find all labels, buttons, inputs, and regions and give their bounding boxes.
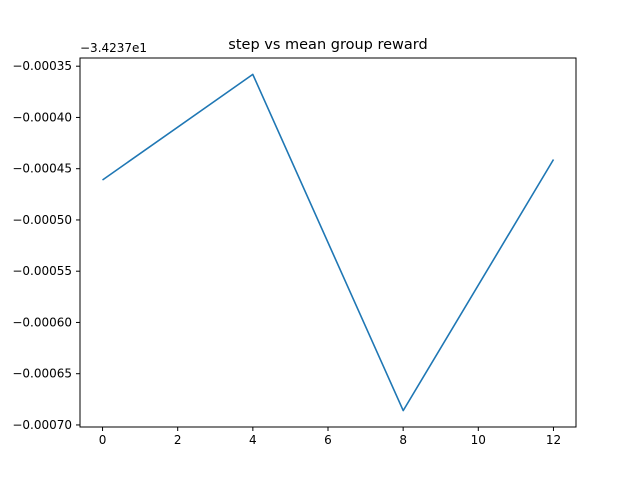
- x-tick-label: 8: [399, 433, 407, 447]
- y-axis-ticks: −0.00035 −0.00040 −0.00045 −0.00050 −0.00055…: [12, 59, 80, 432]
- y-tick-label: −0.00050: [12, 213, 72, 227]
- y-axis-offset-label: −3.4237e1: [80, 41, 147, 55]
- x-tick-label: 2: [174, 433, 182, 447]
- y-tick-label: −0.00065: [12, 367, 72, 381]
- x-tick-label: 12: [546, 433, 561, 447]
- x-tick-label: 4: [249, 433, 257, 447]
- x-tick-label: 0: [99, 433, 107, 447]
- x-axis-ticks: 0 2 4 6 8 10 12: [99, 427, 561, 447]
- series-line: [102, 73, 555, 412]
- y-tick-label: −0.00040: [12, 110, 72, 124]
- series-group: [102, 73, 555, 412]
- x-tick-label: 10: [471, 433, 486, 447]
- y-tick-label: −0.00060: [12, 315, 72, 329]
- y-tick-label: −0.00070: [12, 418, 72, 432]
- chart-title: step vs mean group reward: [228, 37, 427, 53]
- plot-frame: [79, 57, 577, 428]
- y-tick-label: −0.00055: [12, 264, 72, 278]
- y-tick-label: −0.00035: [12, 59, 72, 73]
- x-tick-label: 6: [324, 433, 332, 447]
- y-tick-label: −0.00045: [12, 162, 72, 176]
